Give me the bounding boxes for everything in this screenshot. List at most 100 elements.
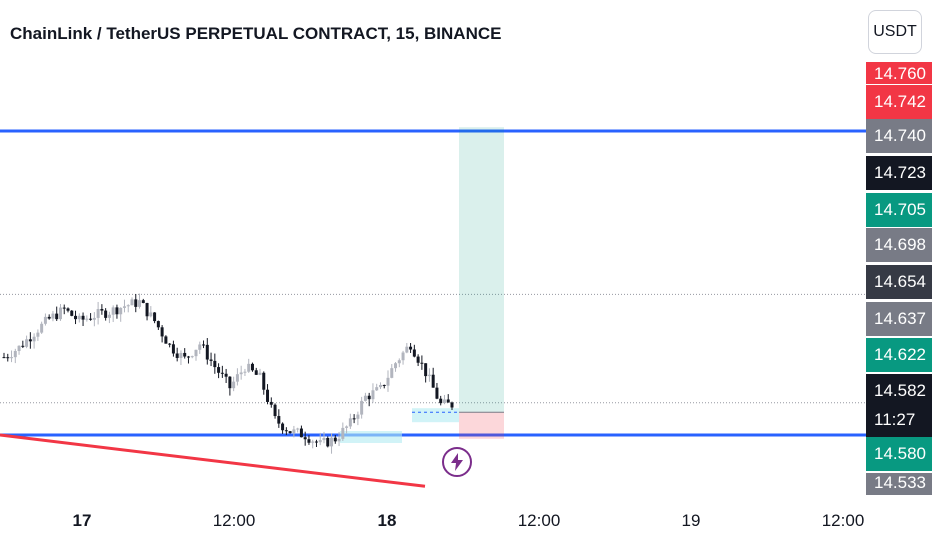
candle-body xyxy=(224,373,228,377)
candle-body xyxy=(435,387,439,399)
candle-body xyxy=(375,387,379,391)
trend-line xyxy=(0,433,426,488)
candle-body xyxy=(296,428,300,430)
candle-body xyxy=(228,376,232,389)
support-highlight xyxy=(340,431,402,443)
candle-body xyxy=(397,360,401,364)
candle-body xyxy=(111,307,115,315)
currency-button[interactable]: USDT xyxy=(868,10,922,54)
candle-body xyxy=(394,363,398,369)
candle-body xyxy=(43,316,47,324)
candle-body xyxy=(92,317,96,320)
price-label: 14.760 xyxy=(866,62,932,84)
candle-body xyxy=(138,300,142,307)
candle-body xyxy=(186,356,190,358)
candle-body xyxy=(179,352,183,358)
time-label: 19 xyxy=(681,511,701,530)
candle-body xyxy=(122,306,126,308)
price-label: 14.637 xyxy=(866,302,932,336)
time-label: 12:00 xyxy=(517,511,561,530)
candle-body xyxy=(277,416,281,424)
candle-body xyxy=(175,353,179,358)
candle-body xyxy=(352,418,356,420)
lightning-alert-icon[interactable] xyxy=(442,447,472,477)
candle-body xyxy=(62,307,66,309)
candle-body xyxy=(330,437,334,447)
candle-body xyxy=(243,371,247,373)
price-label: 14.698 xyxy=(866,228,932,262)
candle-body xyxy=(25,339,29,347)
candle-body xyxy=(382,384,386,386)
candle-body xyxy=(333,437,337,442)
candle-body xyxy=(77,315,81,320)
candle-body xyxy=(220,372,224,374)
candle-body xyxy=(281,423,285,431)
candle-body xyxy=(89,318,93,320)
candle-body xyxy=(2,357,6,359)
candle-body xyxy=(307,439,311,443)
candle-body xyxy=(164,336,168,344)
candle-body xyxy=(341,427,345,439)
candle-body xyxy=(326,437,330,447)
candle-body xyxy=(322,437,326,441)
candle-body xyxy=(115,307,119,315)
candle-body xyxy=(40,323,44,333)
candle-body xyxy=(183,352,187,357)
candle-body xyxy=(235,374,239,382)
candle-body xyxy=(412,349,416,357)
candle-body xyxy=(299,428,303,438)
candle-body xyxy=(442,399,446,404)
candle-body xyxy=(81,315,85,320)
candle-body xyxy=(254,370,258,375)
candle-body xyxy=(36,332,40,337)
candle-body xyxy=(450,402,454,408)
price-label: 14.705 xyxy=(866,193,932,227)
price-label: 14.533 xyxy=(866,473,932,495)
candle-body xyxy=(311,441,315,443)
candle-body xyxy=(390,368,394,378)
candle-body xyxy=(134,299,138,307)
entry-highlight xyxy=(412,408,459,423)
candle-body xyxy=(367,395,371,400)
time-label: 12:00 xyxy=(821,511,865,530)
price-label: 14.580 xyxy=(866,437,932,471)
candle-body xyxy=(348,418,352,427)
candle-body xyxy=(51,313,55,319)
candle-body xyxy=(194,349,198,357)
candle-body xyxy=(337,438,341,442)
candle-body xyxy=(149,312,153,317)
candle-body xyxy=(190,356,194,358)
candle-body xyxy=(363,395,367,401)
candle-body xyxy=(17,345,21,351)
candle-body xyxy=(205,344,209,360)
candle-body xyxy=(356,414,360,419)
price-label: 11:27 xyxy=(866,403,932,437)
candle-body xyxy=(55,313,59,320)
candle-body xyxy=(378,384,382,388)
candle-body xyxy=(314,441,318,443)
candle-body xyxy=(160,327,164,337)
candle-body xyxy=(409,346,413,350)
candle-body xyxy=(130,299,134,306)
position-profit-zone xyxy=(459,127,504,413)
candle-body xyxy=(416,356,420,363)
candle-body xyxy=(345,426,349,428)
price-label: 14.622 xyxy=(866,338,932,372)
candle-body xyxy=(141,300,145,303)
candle-body xyxy=(405,346,409,353)
candle-body xyxy=(420,362,424,364)
candle-body xyxy=(360,400,364,415)
candle-body xyxy=(446,399,450,403)
candle-body xyxy=(303,437,307,440)
candle-body xyxy=(213,360,217,368)
price-label: 14.582 xyxy=(866,374,932,408)
price-label: 14.742 xyxy=(866,85,932,119)
candle-body xyxy=(401,352,405,361)
time-label: 12:00 xyxy=(212,511,256,530)
candle-body xyxy=(439,398,443,404)
position-loss-zone xyxy=(459,412,504,439)
candle-body xyxy=(153,312,157,322)
candle-body xyxy=(250,363,254,371)
time-label: 17 xyxy=(72,511,92,530)
